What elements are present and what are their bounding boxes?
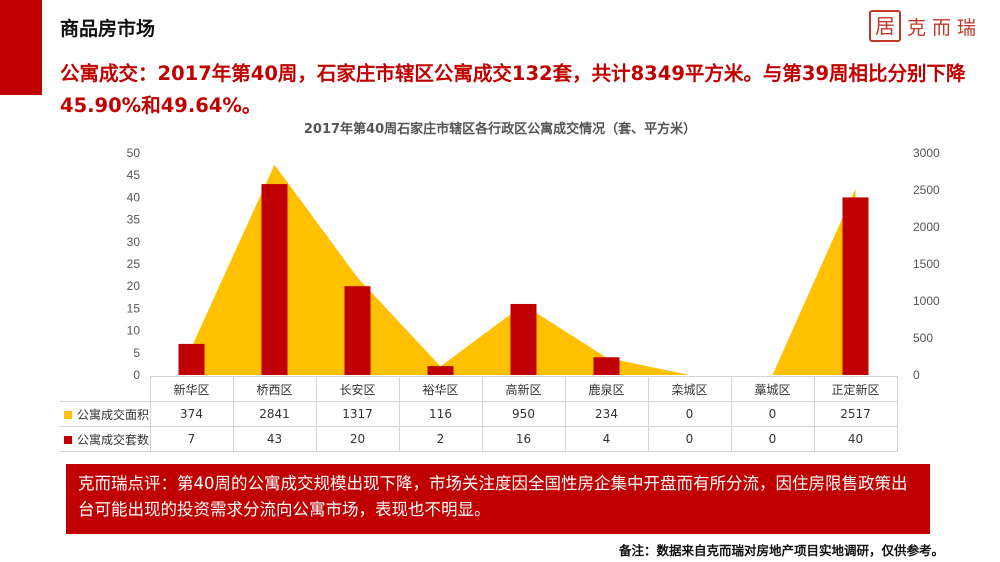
bar-长安区 — [344, 286, 371, 375]
right-tick-label: 1000 — [913, 294, 940, 308]
bar-正定新区 — [842, 197, 869, 375]
table-cell: 1317 — [315, 401, 400, 427]
bar-新华区 — [178, 343, 205, 375]
category-label: 桥西区 — [232, 376, 317, 402]
left-tick-label: 50 — [127, 146, 141, 160]
right-tick-label: 500 — [913, 331, 933, 345]
chart-title: 2017年第40周石家庄市辖区各行政区公寓成交情况（套、平方米） — [303, 122, 697, 137]
chart-plot: 0 5 10 15 20 25 30 35 40 45 50 0 500 1000 1500 2000 250… — [127, 146, 940, 380]
logo-seal-icon: 居 — [868, 10, 901, 42]
legend-swatch-area — [64, 410, 72, 419]
bar-鹿泉区 — [593, 357, 620, 375]
legend-area: 公寓成交面积 — [60, 401, 151, 427]
category-label: 藁城区 — [730, 376, 815, 402]
legend-area-label: 公寓成交面积 — [77, 407, 150, 422]
table-cell: 234 — [564, 401, 649, 427]
accent-bar — [0, 0, 42, 95]
left-tick-label: 40 — [127, 190, 141, 204]
logo-text: 克而瑞 — [906, 16, 982, 39]
bar-高新区 — [510, 303, 537, 375]
data-table: 新华区 桥西区 长安区 裕华区 高新区 鹿泉区 栾城区 藁城区 正定新区 公寓成交面积 374 2… — [60, 376, 898, 452]
category-label: 正定新区 — [813, 376, 898, 402]
table-cell: 40 — [813, 426, 898, 452]
table-cell: 0 — [647, 401, 732, 427]
left-tick-label: 35 — [127, 213, 141, 227]
table-cell: 0 — [730, 426, 815, 452]
table-header-row: 新华区 桥西区 长安区 裕华区 高新区 鹿泉区 栾城区 藁城区 正定新区 — [60, 376, 898, 402]
comment-box: 克而瑞点评：第40周的公寓成交规模出现下降，市场关注度因全国性房企集中开盘而有所… — [66, 464, 930, 534]
category-label: 鹿泉区 — [564, 376, 649, 402]
right-tick-label: 1500 — [913, 257, 940, 271]
bar-裕华区 — [427, 366, 454, 375]
category-label: 新华区 — [149, 376, 234, 402]
left-tick-label: 20 — [127, 279, 141, 293]
table-cell: 7 — [149, 426, 234, 452]
table-cell: 4 — [564, 426, 649, 452]
table-cell: 43 — [232, 426, 317, 452]
table-cell: 2 — [398, 426, 483, 452]
table-cell: 374 — [149, 401, 234, 427]
category-label: 裕华区 — [398, 376, 483, 402]
right-tick-label: 0 — [913, 368, 920, 380]
table-row-area: 公寓成交面积 374 2841 1317 116 950 234 0 0 2517 — [60, 401, 898, 427]
table-cell: 950 — [481, 401, 566, 427]
left-tick-label: 15 — [127, 301, 141, 315]
table-cell: 20 — [315, 426, 400, 452]
left-tick-label: 45 — [127, 168, 141, 182]
category-label: 高新区 — [481, 376, 566, 402]
right-tick-label: 2000 — [913, 220, 940, 234]
category-label: 栾城区 — [647, 376, 732, 402]
table-cell: 116 — [398, 401, 483, 427]
right-tick-label: 3000 — [913, 146, 940, 160]
left-tick-label: 10 — [127, 324, 141, 338]
footnote: 备注：数据来自克而瑞对房地产项目实地调研，仅供参考。 — [618, 543, 944, 558]
table-cell: 0 — [730, 401, 815, 427]
legend-units-label: 公寓成交套数 — [77, 432, 150, 447]
category-label: 长安区 — [315, 376, 400, 402]
left-tick-label: 30 — [127, 235, 141, 249]
left-tick-label: 5 — [133, 346, 140, 360]
table-cell: 2841 — [232, 401, 317, 427]
headline: 公寓成交：2017年第40周，石家庄市辖区公寓成交132套，共计8349平方米。… — [60, 62, 966, 117]
bar-桥西区 — [261, 184, 288, 375]
legend-units: 公寓成交套数 — [60, 426, 151, 452]
table-cell: 0 — [647, 426, 732, 452]
legend-swatch-units — [64, 435, 72, 444]
section-title: 商品房市场 — [60, 18, 156, 40]
table-cell: 2517 — [813, 401, 898, 427]
left-tick-label: 0 — [133, 368, 140, 380]
right-tick-label: 2500 — [913, 183, 940, 197]
left-tick-label: 25 — [127, 257, 141, 271]
brand-logo: 居 克而瑞 — [868, 10, 982, 42]
table-row-units: 公寓成交套数 7 43 20 2 16 4 0 0 40 — [60, 426, 898, 452]
table-cell: 16 — [481, 426, 566, 452]
